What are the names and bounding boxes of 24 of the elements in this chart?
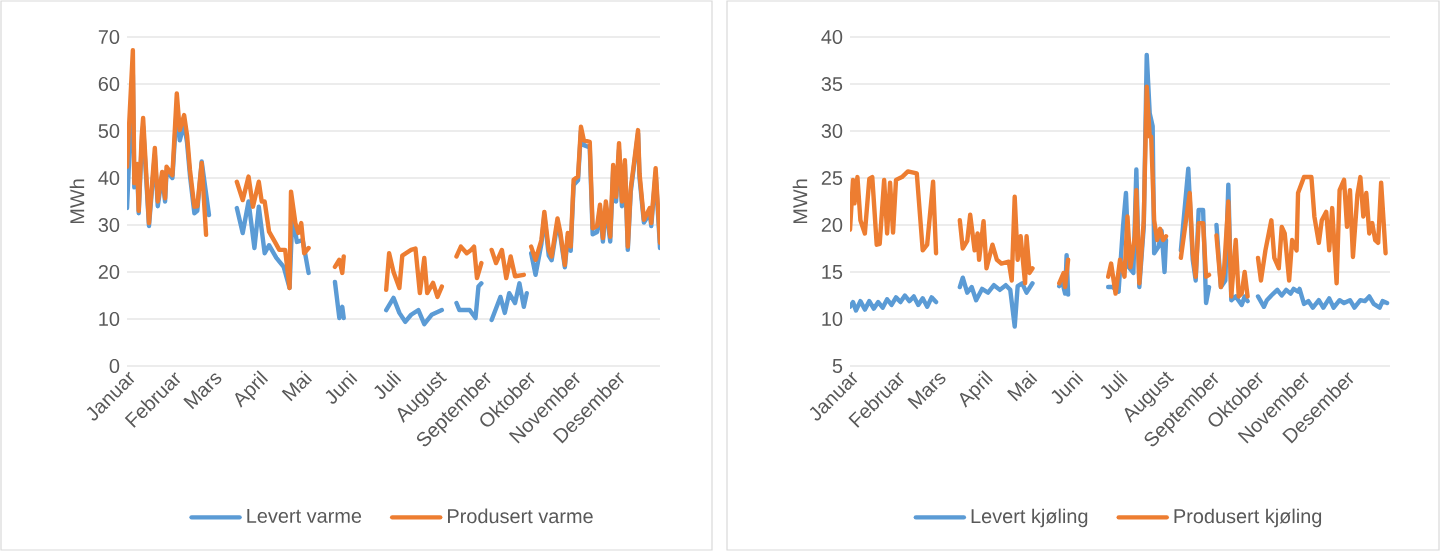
y-tick-label: 20 bbox=[821, 217, 843, 233]
y-tick-label: 40 bbox=[98, 170, 120, 186]
y-tick-label: 15 bbox=[822, 265, 843, 279]
y-tick-label: 10 bbox=[822, 311, 843, 327]
legend-label: Produsert kjøling bbox=[1174, 508, 1322, 528]
x-tick-label: Mai bbox=[1007, 370, 1038, 402]
y-tick-label: 40 bbox=[821, 29, 843, 45]
y-tick-label: 70 bbox=[98, 29, 120, 45]
y-tick-label: 5 bbox=[832, 359, 843, 373]
y-tick-label: 50 bbox=[98, 123, 120, 139]
x-tick-label: Mai bbox=[281, 370, 312, 402]
y-tick-label: 35 bbox=[821, 76, 843, 92]
y-tick-label: 60 bbox=[98, 76, 120, 92]
y-tick-label: 30 bbox=[821, 123, 843, 139]
y-tick-label: 30 bbox=[98, 217, 120, 233]
y-axis-title: MWh bbox=[792, 179, 808, 224]
y-tick-label: 25 bbox=[821, 170, 843, 186]
y-tick-label: 10 bbox=[99, 311, 120, 327]
y-tick-label: 0 bbox=[109, 358, 120, 374]
legend-label: Levert kjøling bbox=[971, 508, 1088, 528]
legend-label: Produsert varme bbox=[448, 508, 593, 524]
y-axis-title: MWh bbox=[69, 179, 85, 224]
legend-label: Levert varme bbox=[247, 508, 362, 523]
y-tick-label: 20 bbox=[98, 264, 120, 280]
